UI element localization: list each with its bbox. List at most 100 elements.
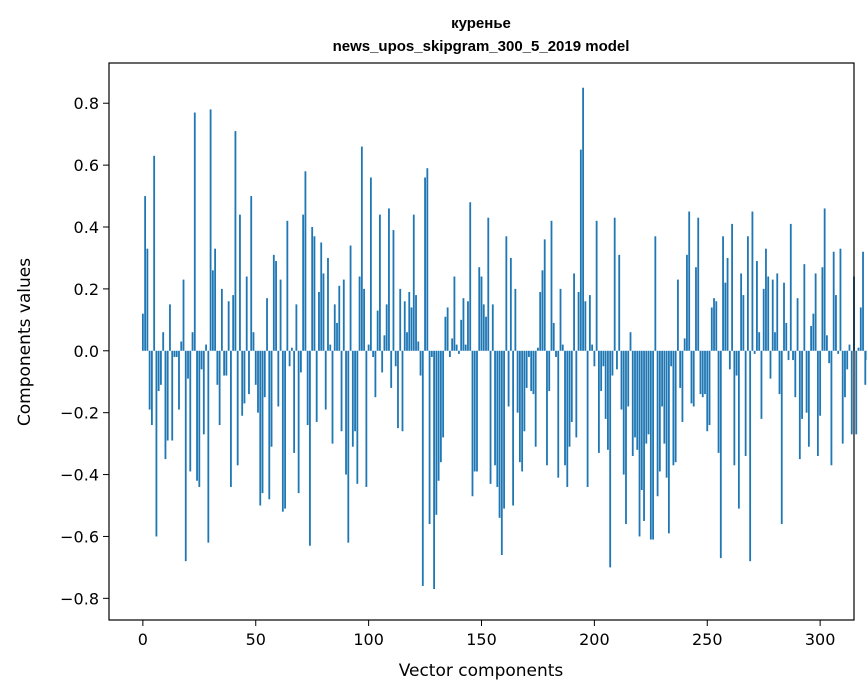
y-tick-label-8: 0.8 — [74, 94, 99, 113]
bar-237 — [677, 279, 679, 351]
bar-245 — [695, 267, 697, 351]
bar-145 — [469, 202, 472, 351]
bar-223 — [645, 350, 648, 444]
bar-33 — [216, 350, 219, 385]
bar-22 — [191, 332, 194, 351]
bar-256 — [719, 350, 722, 559]
bar-294 — [805, 350, 808, 413]
bar-77 — [315, 350, 318, 422]
bar-219 — [636, 350, 639, 450]
bar-41 — [234, 131, 237, 351]
bar-165 — [514, 288, 517, 351]
bar-113 — [397, 350, 399, 429]
bar-162 — [507, 350, 510, 407]
y-tick-label-5: 0.2 — [74, 280, 99, 299]
bar-21 — [189, 350, 192, 472]
bar-262 — [733, 350, 736, 466]
bar-147 — [473, 350, 476, 472]
bar-234 — [670, 350, 673, 367]
bar-36 — [223, 350, 226, 376]
bar-302 — [823, 208, 826, 351]
bar-168 — [521, 350, 524, 472]
bar-61 — [279, 279, 282, 351]
bar-38 — [227, 301, 230, 351]
bar-182 — [552, 322, 555, 351]
bar-192 — [575, 350, 578, 438]
bar-106 — [381, 350, 384, 373]
bar-221 — [640, 350, 643, 491]
bar-11 — [166, 350, 169, 441]
bar-151 — [482, 304, 485, 351]
bar-295 — [807, 350, 810, 447]
bar-45 — [243, 350, 246, 404]
bar-194 — [579, 149, 582, 351]
bar-72 — [304, 171, 307, 351]
x-tick-label-250: 250 — [692, 630, 723, 649]
bar-258 — [724, 282, 727, 351]
bar-243 — [690, 350, 693, 404]
chart-title-line-2: news_upos_skipgram_300_5_2019 model — [333, 38, 630, 55]
bar-231 — [663, 350, 666, 444]
bar-266 — [742, 295, 745, 351]
bar-177 — [541, 270, 544, 351]
bar-209 — [613, 217, 616, 351]
bar-55 — [266, 298, 268, 351]
bar-136 — [448, 350, 451, 357]
bar-279 — [771, 279, 774, 351]
bar-255 — [717, 350, 720, 453]
x-axis-ticks: 0 50 100 150 200 250 300 — [138, 620, 835, 649]
bar-125 — [424, 177, 426, 351]
bar-220 — [638, 350, 641, 537]
bar-83 — [329, 344, 332, 351]
bar-84 — [331, 350, 334, 444]
bar-161 — [505, 236, 508, 351]
bar-316 — [855, 350, 858, 435]
bar-48 — [250, 196, 253, 351]
bar-104 — [376, 310, 379, 351]
bar-197 — [586, 350, 589, 487]
bar-284 — [783, 282, 785, 351]
bar-115 — [401, 350, 404, 432]
bar-79 — [320, 242, 323, 351]
bar-170 — [525, 350, 528, 388]
bar-317 — [857, 347, 860, 351]
bar-94 — [354, 350, 356, 432]
bar-153 — [487, 217, 490, 351]
bar-96 — [358, 276, 361, 351]
bar-80 — [322, 273, 325, 351]
bar-281 — [776, 273, 779, 351]
bar-53 — [261, 350, 264, 494]
bar-185 — [559, 288, 562, 351]
x-tick-label-150: 150 — [466, 630, 497, 649]
bar-225 — [649, 350, 652, 540]
bar-167 — [518, 350, 521, 463]
bar-228 — [656, 350, 659, 497]
bar-133 — [442, 350, 445, 438]
bar-212 — [620, 350, 623, 410]
bar-148 — [476, 350, 478, 472]
bar-173 — [532, 350, 535, 395]
bar-277 — [767, 276, 770, 351]
bar-190 — [570, 350, 573, 422]
bar-126 — [426, 168, 429, 351]
bar-16 — [178, 350, 180, 410]
bar-304 — [828, 350, 831, 364]
bar-166 — [516, 350, 519, 413]
bar-191 — [573, 273, 575, 351]
y-tick-label-3: −0.2 — [60, 404, 99, 423]
bar-56 — [268, 350, 271, 500]
bar-64 — [286, 220, 289, 351]
bar-261 — [731, 223, 733, 351]
bar-276 — [765, 248, 767, 351]
bar-9 — [162, 332, 165, 351]
bar-39 — [230, 350, 232, 487]
bar-270 — [751, 211, 754, 351]
bar-143 — [464, 344, 467, 351]
bar-257 — [722, 236, 724, 351]
bar-128 — [430, 350, 433, 357]
bar-3 — [148, 350, 151, 410]
bar-142 — [462, 298, 465, 351]
bar-111 — [392, 230, 395, 351]
bar-15 — [175, 350, 178, 357]
